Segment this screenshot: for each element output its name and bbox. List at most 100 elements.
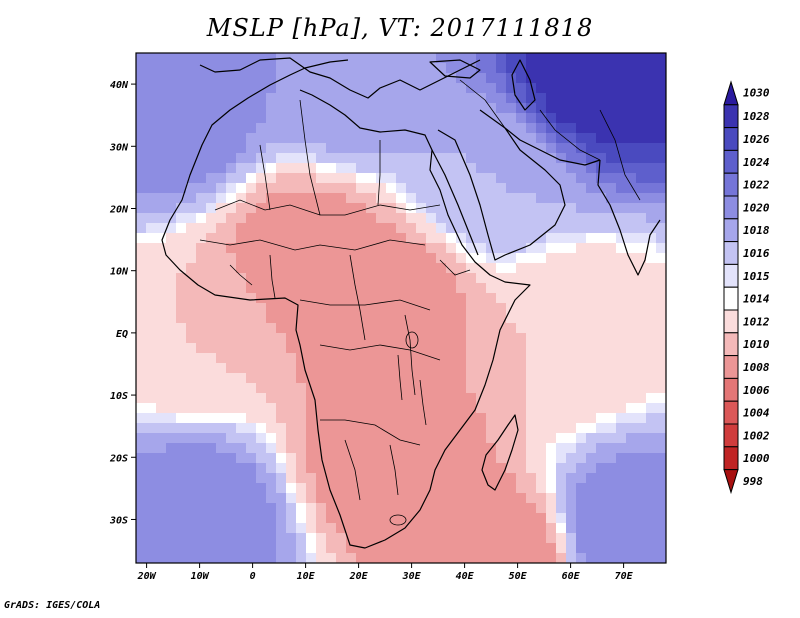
pressure-cell xyxy=(266,303,277,314)
pressure-cell xyxy=(376,203,387,214)
pressure-cell xyxy=(296,113,307,124)
pressure-cell xyxy=(456,263,467,274)
pressure-cell xyxy=(536,393,547,404)
pressure-cell xyxy=(286,303,297,314)
pressure-cell xyxy=(456,243,467,254)
pressure-cell xyxy=(406,523,417,534)
pressure-cell xyxy=(276,63,287,74)
pressure-cell xyxy=(266,423,277,434)
pressure-cell xyxy=(226,383,237,394)
pressure-cell xyxy=(216,263,227,274)
pressure-cell xyxy=(146,173,157,184)
pressure-cell xyxy=(436,393,447,404)
pressure-cell xyxy=(376,103,387,114)
pressure-cell xyxy=(196,213,207,224)
pressure-cell xyxy=(436,293,447,304)
pressure-cell xyxy=(346,383,357,394)
pressure-cell xyxy=(646,113,657,124)
pressure-cell xyxy=(556,283,567,294)
pressure-cell xyxy=(546,423,557,434)
pressure-cell xyxy=(536,553,547,563)
pressure-cell xyxy=(326,193,337,204)
pressure-cell xyxy=(396,283,407,294)
pressure-cell xyxy=(496,313,507,324)
pressure-cell xyxy=(346,503,357,514)
pressure-cell xyxy=(536,253,547,264)
pressure-cell xyxy=(396,473,407,484)
pressure-cell xyxy=(186,163,197,174)
pressure-cell xyxy=(476,93,487,104)
pressure-cell xyxy=(206,433,217,444)
pressure-cell xyxy=(496,363,507,374)
pressure-cell xyxy=(496,433,507,444)
pressure-cell xyxy=(626,353,637,364)
pressure-cell xyxy=(356,383,367,394)
pressure-cell xyxy=(256,333,267,344)
pressure-cell xyxy=(416,463,427,474)
pressure-cell xyxy=(286,163,297,174)
pressure-cell xyxy=(586,363,597,374)
pressure-cell xyxy=(426,533,437,544)
pressure-cell xyxy=(656,73,666,84)
pressure-cell xyxy=(166,133,177,144)
pressure-cell xyxy=(556,53,567,64)
pressure-cell xyxy=(556,383,567,394)
pressure-cell xyxy=(656,83,666,94)
pressure-cell xyxy=(336,483,347,494)
pressure-cell xyxy=(326,393,337,404)
pressure-cell xyxy=(326,233,337,244)
pressure-cell xyxy=(186,463,197,474)
pressure-cell xyxy=(636,403,647,414)
pressure-cell xyxy=(396,113,407,124)
pressure-cell xyxy=(156,443,167,454)
pressure-cell xyxy=(256,213,267,224)
pressure-cell xyxy=(356,413,367,424)
pressure-cell xyxy=(596,83,607,94)
pressure-cell xyxy=(376,53,387,64)
pressure-cell xyxy=(586,413,597,424)
pressure-cell xyxy=(476,333,487,344)
pressure-cell xyxy=(146,543,157,554)
pressure-cell xyxy=(576,353,587,364)
pressure-cell xyxy=(306,403,317,414)
pressure-cell xyxy=(526,123,537,134)
pressure-cell xyxy=(346,403,357,414)
pressure-cell xyxy=(596,283,607,294)
pressure-cell xyxy=(326,453,337,464)
pressure-cell xyxy=(376,433,387,444)
pressure-cell xyxy=(146,73,157,84)
pressure-cell xyxy=(506,363,517,374)
pressure-cell xyxy=(616,483,627,494)
pressure-cell xyxy=(386,213,397,224)
pressure-cell xyxy=(446,463,457,474)
pressure-cell xyxy=(286,133,297,144)
pressure-cell xyxy=(506,553,517,563)
pressure-cell xyxy=(656,463,666,474)
pressure-cell xyxy=(346,63,357,74)
pressure-cell xyxy=(336,163,347,174)
pressure-cell xyxy=(326,313,337,324)
pressure-cell xyxy=(646,283,657,294)
pressure-cell xyxy=(516,283,527,294)
pressure-cell xyxy=(146,263,157,274)
pressure-cell xyxy=(376,133,387,144)
pressure-cell xyxy=(336,543,347,554)
pressure-cell xyxy=(336,133,347,144)
pressure-cell xyxy=(606,333,617,344)
pressure-cell xyxy=(486,313,497,324)
pressure-cell xyxy=(296,533,307,544)
pressure-cell xyxy=(566,443,577,454)
pressure-cell xyxy=(586,253,597,264)
pressure-cell xyxy=(156,283,167,294)
pressure-cell xyxy=(386,453,397,464)
pressure-cell xyxy=(486,283,497,294)
pressure-cell xyxy=(626,133,637,144)
pressure-cell xyxy=(566,543,577,554)
pressure-cell xyxy=(446,283,457,294)
pressure-cell xyxy=(306,283,317,294)
pressure-cell xyxy=(176,183,187,194)
pressure-cell xyxy=(466,503,477,514)
pressure-cell xyxy=(456,73,467,84)
pressure-cell xyxy=(506,263,517,274)
